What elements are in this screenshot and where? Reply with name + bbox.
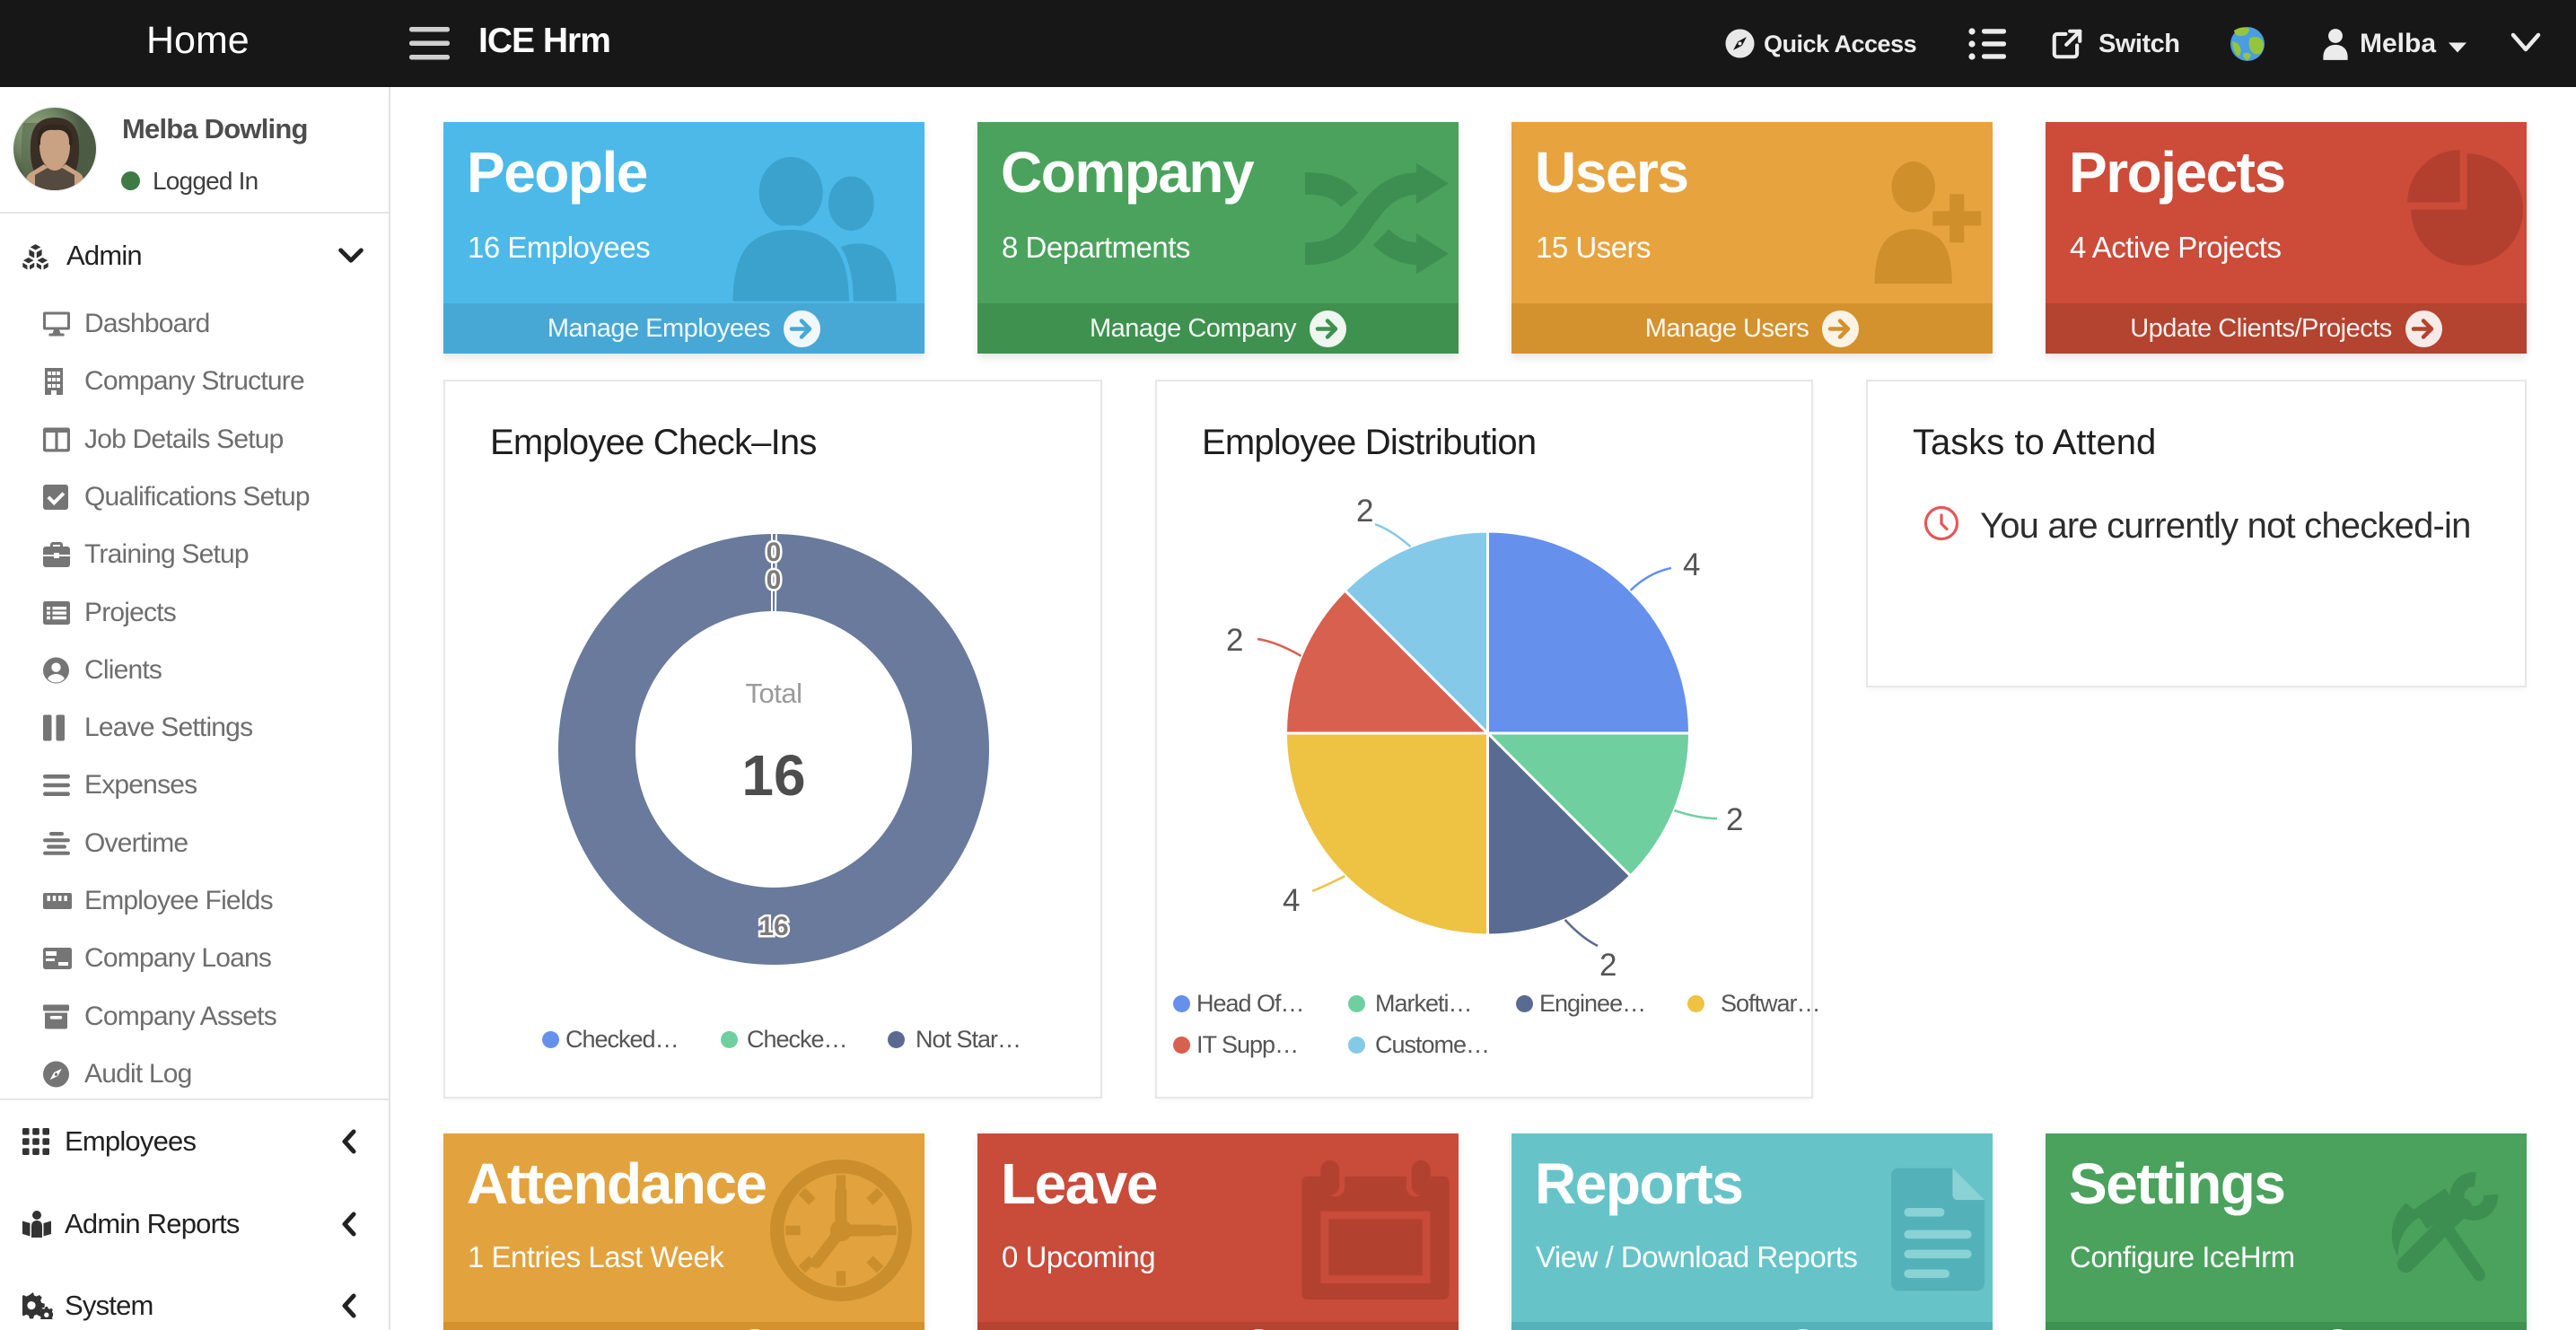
svg-text:2: 2	[1726, 802, 1743, 837]
svg-text:16: 16	[758, 912, 788, 941]
svg-text:16: 16	[741, 743, 805, 808]
svg-text:4: 4	[1283, 883, 1300, 918]
svg-text:2: 2	[1599, 948, 1617, 983]
svg-text:0: 0	[767, 538, 782, 567]
svg-text:4: 4	[1683, 547, 1700, 582]
svg-text:0: 0	[767, 565, 782, 595]
svg-text:Total: Total	[746, 678, 802, 709]
svg-text:2: 2	[1356, 494, 1373, 529]
svg-text:2: 2	[1226, 623, 1243, 658]
